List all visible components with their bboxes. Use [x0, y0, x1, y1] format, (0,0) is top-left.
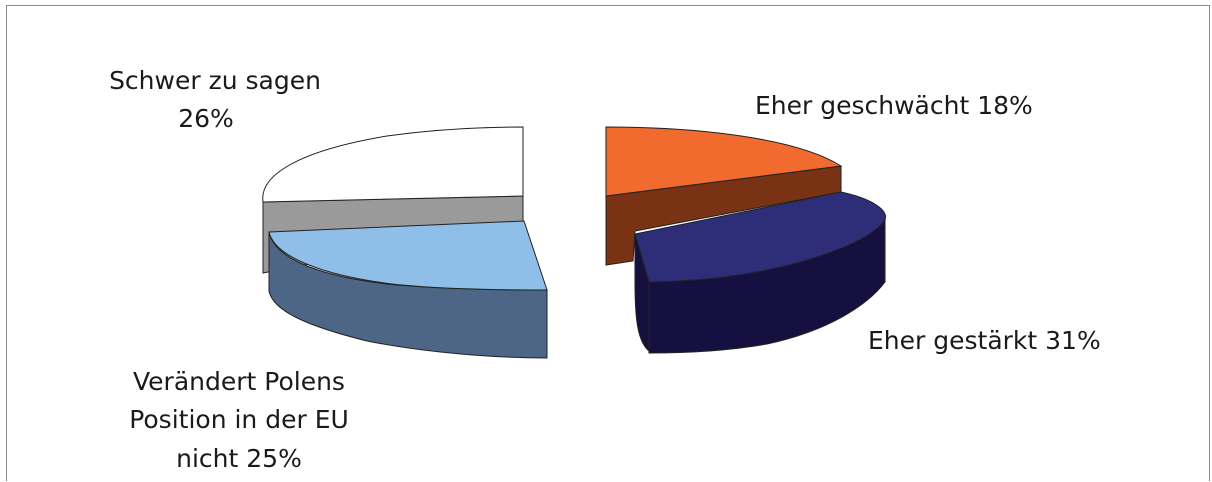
- label-eher-geschwaecht: Eher geschwächt 18%: [755, 91, 1033, 120]
- label-schwer-zu-sagen-line1: Schwer zu sagen: [109, 66, 321, 95]
- slice-eher-geschwaecht: [605, 126, 843, 266]
- slice-schwer-zu-sagen-top: [262, 126, 524, 203]
- label-veraendert-nicht-line2: Position in der EU: [129, 405, 349, 434]
- label-veraendert-nicht-line1: Verändert Polens: [133, 367, 345, 396]
- slice-eher-geschwaecht-top: [605, 126, 843, 197]
- label-veraendert-nicht-line3: nicht 25%: [176, 444, 302, 473]
- chart-frame: Schwer zu sagen 26% Eher geschwächt 18% …: [6, 5, 1210, 481]
- slice-veraendert-nicht-top: [268, 220, 548, 291]
- pie-chart: Schwer zu sagen 26% Eher geschwächt 18% …: [109, 66, 1101, 473]
- label-eher-gestaerkt: Eher gestärkt 31%: [868, 326, 1101, 355]
- slice-eher-gestaerkt-top: [634, 191, 886, 283]
- slice-veraendert-nicht: [268, 220, 548, 359]
- label-schwer-zu-sagen-line2: 26%: [178, 104, 234, 133]
- slice-eher-gestaerkt: [634, 191, 886, 354]
- slice-veraendert-nicht-side: [268, 231, 548, 359]
